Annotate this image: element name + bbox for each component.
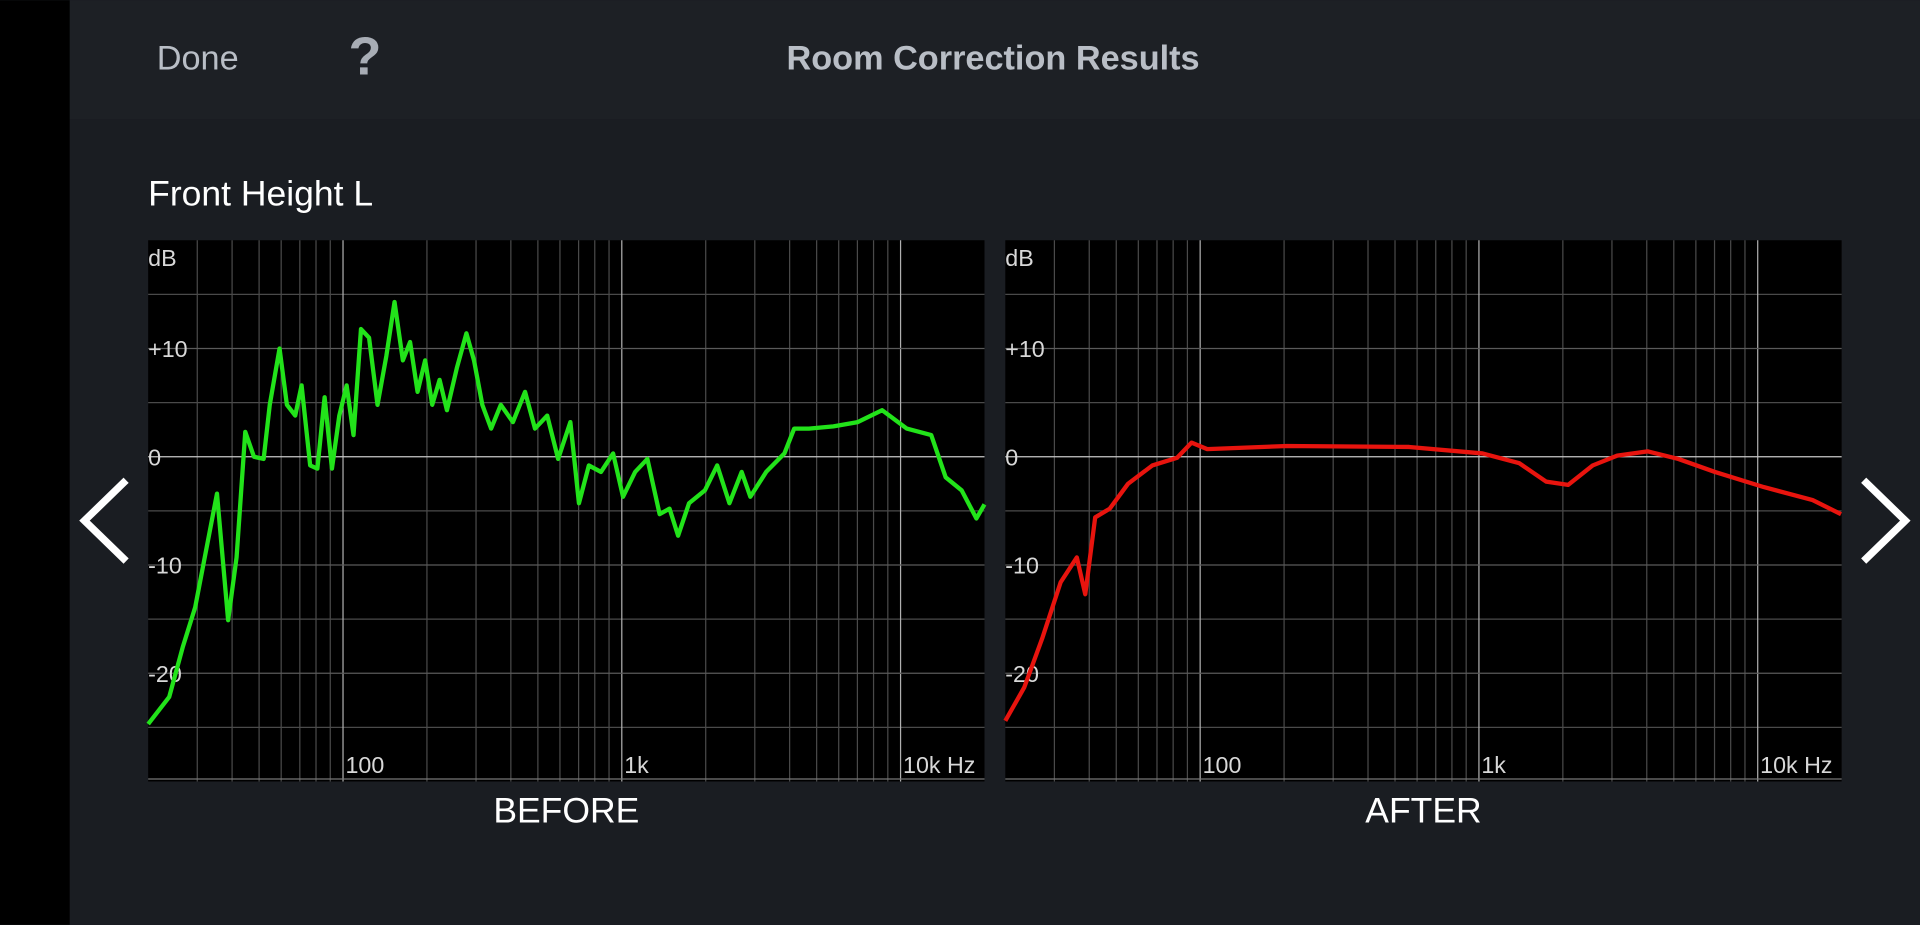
chart-caption: AFTER [1365,791,1481,831]
header-bar [69,0,1920,120]
section-title: Front Height L [148,174,373,214]
y-axis-label: dB [1005,245,1033,271]
x-tick-label: 10k Hz [1760,752,1832,778]
done-button[interactable]: Done [157,39,239,77]
y-axis-label: dB [148,245,176,271]
y-tick-label: +10 [1005,336,1045,362]
help-button[interactable]: ? [348,26,381,86]
response-curve [1003,440,1842,722]
y-tick-label: 0 [1005,444,1018,470]
chart-caption: BEFORE [493,791,639,831]
next-arrow[interactable] [1861,477,1911,564]
y-tick-label: +10 [148,336,188,362]
y-tick-label: 0 [148,444,161,470]
response-curve [146,299,987,726]
x-tick-label: 10k Hz [903,752,975,778]
prev-arrow[interactable] [79,477,129,564]
page-title: Room Correction Results [786,39,1199,77]
x-tick-label: 1k [624,752,649,778]
x-tick-label: 100 [1203,752,1242,778]
y-tick-label: -10 [148,553,182,579]
y-tick-label: -10 [1005,553,1039,579]
x-tick-label: 100 [345,752,384,778]
x-tick-label: 1k [1481,752,1506,778]
left-strip [0,0,70,925]
